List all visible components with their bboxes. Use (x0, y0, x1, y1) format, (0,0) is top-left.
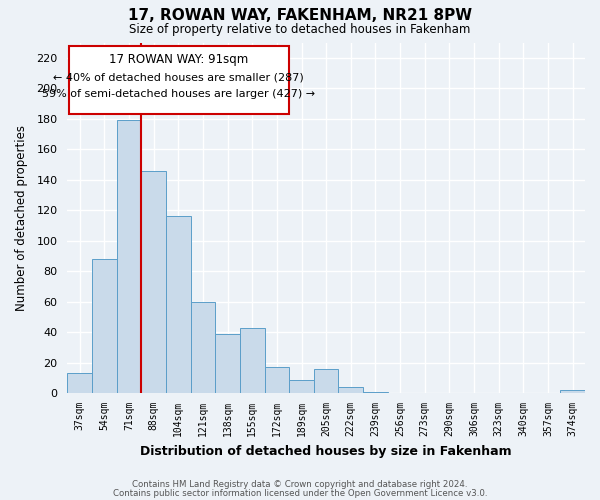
Bar (67, 374, 92, 394)
X-axis label: Distribution of detached houses by size in Fakenham: Distribution of detached houses by size … (140, 444, 512, 458)
Text: Contains HM Land Registry data © Crown copyright and database right 2024.: Contains HM Land Registry data © Crown c… (132, 480, 468, 489)
Bar (240, 328, 265, 394)
Text: 17, ROWAN WAY, FAKENHAM, NR21 8PW: 17, ROWAN WAY, FAKENHAM, NR21 8PW (128, 8, 472, 22)
Bar (314, 369, 338, 394)
Bar (338, 387, 363, 394)
Text: Contains public sector information licensed under the Open Government Licence v3: Contains public sector information licen… (113, 488, 487, 498)
Text: 17 ROWAN WAY: 91sqm: 17 ROWAN WAY: 91sqm (109, 53, 248, 66)
Bar (141, 170, 166, 394)
Text: ← 40% of detached houses are smaller (287): ← 40% of detached houses are smaller (28… (53, 72, 304, 83)
Bar (215, 334, 240, 394)
Text: 59% of semi-detached houses are larger (427) →: 59% of semi-detached houses are larger (… (42, 90, 316, 100)
FancyBboxPatch shape (68, 46, 289, 114)
Bar (116, 120, 141, 394)
Bar (92, 259, 116, 394)
Bar (363, 392, 388, 394)
Bar (265, 368, 289, 394)
Bar (289, 380, 314, 394)
Y-axis label: Number of detached properties: Number of detached properties (15, 125, 28, 311)
Text: Size of property relative to detached houses in Fakenham: Size of property relative to detached ho… (130, 22, 470, 36)
Bar (191, 302, 215, 394)
Bar (560, 390, 585, 394)
Bar (166, 216, 191, 394)
